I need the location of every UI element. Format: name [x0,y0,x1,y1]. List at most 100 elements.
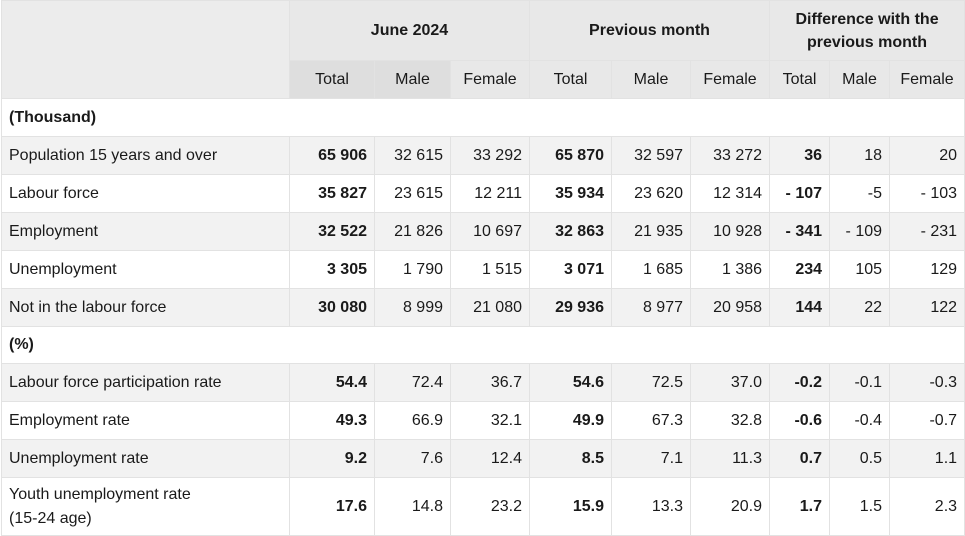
row-label: Unemployment rate [1,439,290,478]
cell: -0.2 [769,363,831,402]
cell: 105 [829,250,891,289]
cell: 12.4 [450,439,530,478]
cell: 1 515 [450,250,530,289]
row-label-line1: Youth unemployment rate [9,485,191,503]
cell: 8 977 [611,288,691,327]
cell: 8.5 [529,439,612,478]
table-row: Employment 32 522 21 826 10 697 32 863 2… [1,212,965,251]
cell: 23.2 [450,477,530,536]
cell: 20 [889,136,965,175]
section-percent: (%) [0,326,965,364]
row-label: Population 15 years and over [1,136,290,175]
cell: 17.6 [289,477,375,536]
row-label: Employment rate [1,401,290,440]
cell: 1.1 [889,439,965,478]
subheader-male: Male [374,60,451,99]
cell: 32 615 [374,136,451,175]
cell: 1 790 [374,250,451,289]
cell: 8 999 [374,288,451,327]
cell: -0.4 [829,401,891,440]
subheader-female: Female [889,60,965,99]
cell: 21 935 [611,212,691,251]
cell: 65 870 [529,136,612,175]
header-previous-month: Previous month [528,0,771,61]
cell: 9.2 [289,439,375,478]
cell: 22 [829,288,891,327]
cell: 2.3 [889,477,965,536]
table-row: Employment rate 49.3 66.9 32.1 49.9 67.3… [1,401,965,440]
subheader-female: Female [450,60,530,99]
cell: 13.3 [611,477,691,536]
cell: 49.9 [529,401,612,440]
subheader-total: Total [289,60,375,99]
section-thousand: (Thousand) [0,98,965,137]
table-row: Population 15 years and over 65 906 32 6… [1,136,965,175]
header-june-2024: June 2024 [289,0,530,61]
cell: 12 211 [450,174,530,213]
cell: 1.7 [769,477,831,536]
corner-cell [1,0,290,99]
cell: - 341 [769,212,831,251]
cell: -0.3 [889,363,965,402]
cell: 32.8 [689,401,771,440]
cell: 21 080 [450,288,530,327]
cell: 29 936 [529,288,612,327]
row-label: Labour force participation rate [1,363,290,402]
cell: -0.6 [769,401,831,440]
cell: 32 863 [529,212,612,251]
cell: 129 [889,250,965,289]
cell: 33 292 [450,136,530,175]
cell: - 103 [889,174,965,213]
subheader-total: Total [529,60,612,99]
cell: 67.3 [611,401,691,440]
cell: 18 [829,136,891,175]
cell: 3 071 [529,250,612,289]
cell: 7.6 [374,439,451,478]
cell: - 107 [769,174,831,213]
subheader-male: Male [611,60,691,99]
table-row: Labour force participation rate 54.4 72.… [1,363,965,402]
cell: 7.1 [611,439,691,478]
cell: 12 314 [689,174,771,213]
cell: 32 597 [611,136,691,175]
cell: 14.8 [374,477,451,536]
cell: -0.1 [829,363,891,402]
cell: 49.3 [289,401,375,440]
cell: 20.9 [689,477,771,536]
cell: 35 934 [529,174,612,213]
cell: 23 620 [611,174,691,213]
cell: -0.7 [889,401,965,440]
row-label: Not in the labour force [1,288,290,327]
cell: -5 [829,174,891,213]
cell: 30 080 [289,288,375,327]
table-row: Unemployment 3 305 1 790 1 515 3 071 1 6… [1,250,965,289]
cell: 33 272 [689,136,771,175]
cell: 36 [769,136,831,175]
cell: 54.4 [289,363,375,402]
table-row: Labour force 35 827 23 615 12 211 35 934… [1,174,965,213]
cell: 11.3 [689,439,771,478]
cell: 36.7 [450,363,530,402]
cell: 1.5 [829,477,891,536]
cell: 23 615 [374,174,451,213]
cell: 122 [889,288,965,327]
cell: 15.9 [529,477,612,536]
cell: 10 697 [450,212,530,251]
cell: 32.1 [450,401,530,440]
cell: 35 827 [289,174,375,213]
cell: 54.6 [529,363,612,402]
subheader-male: Male [829,60,891,99]
table-row: Not in the labour force 30 080 8 999 21 … [1,288,965,327]
cell: 72.4 [374,363,451,402]
table-row: Youth unemployment rate (15-24 age) 17.6 … [1,477,965,536]
cell: 21 826 [374,212,451,251]
row-label: Unemployment [1,250,290,289]
cell: 1 685 [611,250,691,289]
table-row: Unemployment rate 9.2 7.6 12.4 8.5 7.1 1… [1,439,965,478]
row-label: Labour force [1,174,290,213]
cell: 72.5 [611,363,691,402]
subheader-total: Total [769,60,831,99]
cell: 0.7 [769,439,831,478]
cell: 20 958 [689,288,771,327]
